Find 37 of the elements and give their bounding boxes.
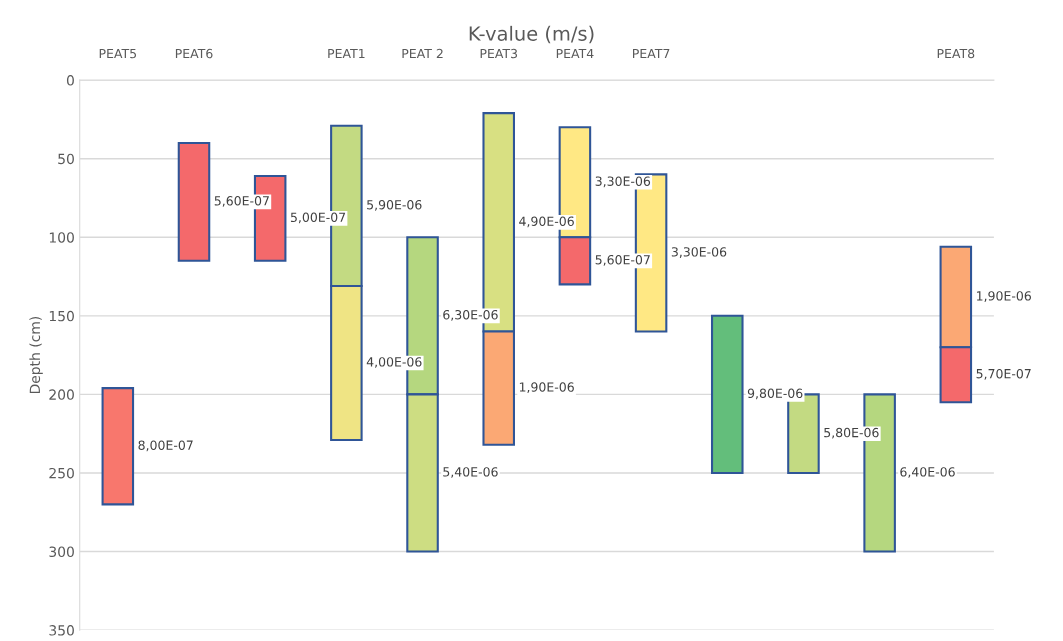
bar: [101, 387, 135, 506]
annotation: 4,90E-06: [519, 216, 574, 228]
bar: [710, 314, 744, 475]
annotation: 1,90E-06: [976, 291, 1031, 302]
y-tick-label: 100: [49, 232, 74, 243]
x-tick-label: PEAT1: [328, 48, 365, 59]
y-tick-label: 50: [58, 153, 74, 165]
annotation: 3,30E-06: [671, 247, 727, 258]
annotation: 6,40E-06: [900, 467, 955, 478]
annotation: 5,60E-07: [595, 255, 650, 266]
y-tick-label: 250: [49, 467, 74, 479]
annotation: 1,90E-06: [519, 382, 574, 394]
annotation: 5,40E-06: [443, 467, 498, 478]
chart-title: K-value (m/s): [469, 25, 594, 44]
y-tick-label: 350: [49, 625, 74, 636]
annotation: 9,80E-06: [747, 388, 803, 400]
y-tick-label: 0: [66, 75, 74, 86]
annotation: 4,00E-06: [366, 357, 422, 368]
x-tick-label: PEAT6: [175, 48, 213, 59]
x-tick-label: PEAT5: [99, 48, 137, 59]
y-tick-label: 300: [49, 546, 74, 558]
annotation: 5,90E-06: [367, 200, 422, 211]
x-tick-label: PEAT4: [556, 48, 594, 59]
y-tick-label: 150: [49, 310, 74, 322]
y-tick-label: 200: [49, 389, 74, 400]
annotation: 3,30E-06: [595, 176, 651, 188]
y-axis-title: Depth (cm): [29, 316, 43, 394]
annotation: 8,00E-07: [138, 440, 193, 452]
x-tick-label: PEAT7: [633, 48, 670, 59]
x-tick-label: PEAT3: [480, 48, 518, 59]
annotation: 6,30E-06: [443, 310, 498, 321]
x-tick-label: PEAT 2: [402, 48, 443, 59]
annotation: 5,60E-07: [214, 196, 269, 207]
annotation: 5,80E-06: [824, 427, 879, 439]
x-tick-label: PEAT8: [937, 48, 975, 59]
annotation: 5,70E-07: [976, 368, 1031, 380]
annotation: 5,00E-07: [290, 212, 346, 224]
